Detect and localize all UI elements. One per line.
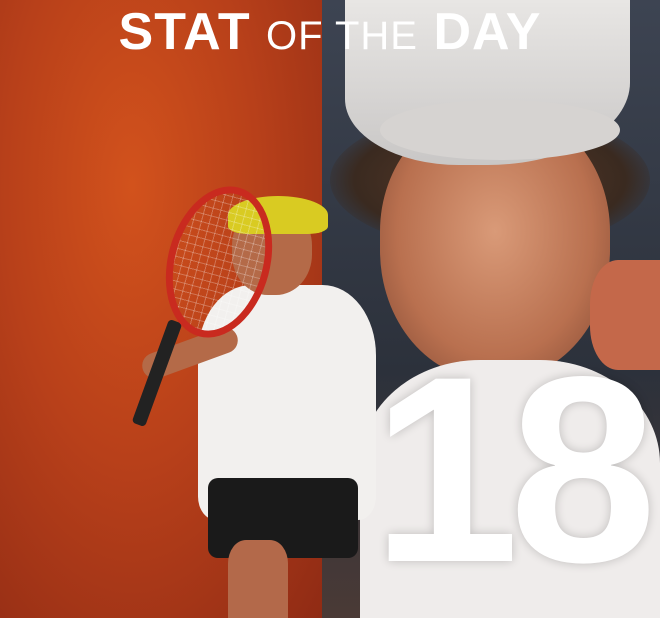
portrait-shirt (360, 360, 660, 618)
player-shorts (208, 478, 358, 558)
page-title: STAT OF THE DAY (0, 4, 660, 64)
player-cap (228, 196, 328, 234)
stat-value: 18 (372, 322, 657, 618)
title-of-the: OF THE (266, 14, 418, 58)
player-leg (228, 540, 288, 618)
portrait-cap-brim (380, 100, 620, 160)
title-stat: STAT (118, 3, 251, 61)
title-day: DAY (433, 3, 542, 61)
portrait-hand (590, 260, 660, 370)
